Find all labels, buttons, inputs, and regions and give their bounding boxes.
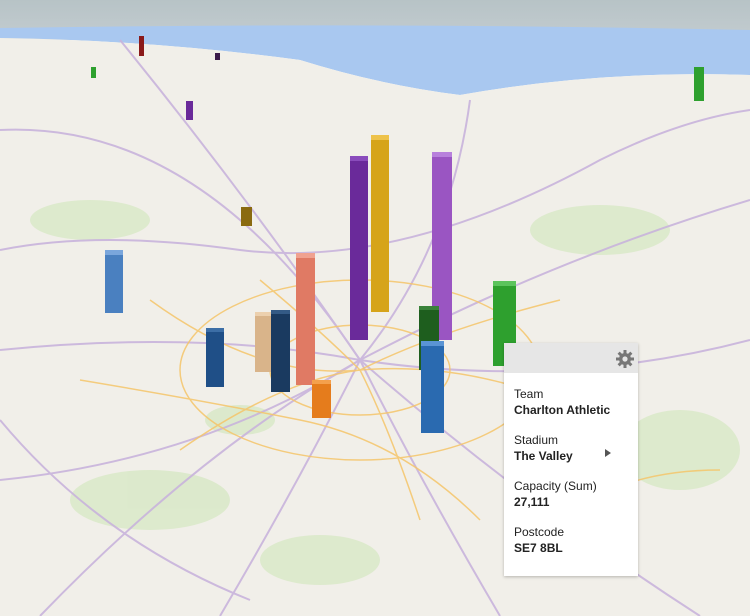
bar <box>694 67 704 101</box>
bar <box>271 310 290 392</box>
field-label: Postcode <box>514 525 565 539</box>
bar <box>206 328 224 387</box>
expand-arrow[interactable] <box>604 448 612 458</box>
bar <box>105 250 123 313</box>
bar <box>91 67 96 78</box>
tooltip-header <box>504 343 638 373</box>
bar <box>350 156 368 340</box>
bar <box>215 53 220 60</box>
bar <box>296 253 315 385</box>
field-value: SE7 8BL <box>514 541 563 555</box>
field-label: Stadium <box>514 433 559 447</box>
field-value: 27,111 <box>514 495 550 509</box>
bar <box>241 207 252 226</box>
field-value: Charlton Athletic <box>514 403 611 417</box>
bar <box>255 312 272 372</box>
bar <box>186 101 193 120</box>
field-value: The Valley <box>514 449 573 463</box>
bar <box>421 341 444 433</box>
bar <box>371 135 389 312</box>
field-label: Team <box>514 387 544 401</box>
bar <box>139 36 144 56</box>
field-label: Capacity (Sum) <box>514 479 597 493</box>
bar <box>312 380 331 418</box>
bar <box>432 152 452 340</box>
settings-icon[interactable] <box>615 349 635 369</box>
tooltip: Team Charlton Athletic Stadium The Valley Ca… <box>504 343 638 576</box>
tooltip-body: Team Charlton Athletic Stadium The Valley Ca… <box>504 373 638 555</box>
